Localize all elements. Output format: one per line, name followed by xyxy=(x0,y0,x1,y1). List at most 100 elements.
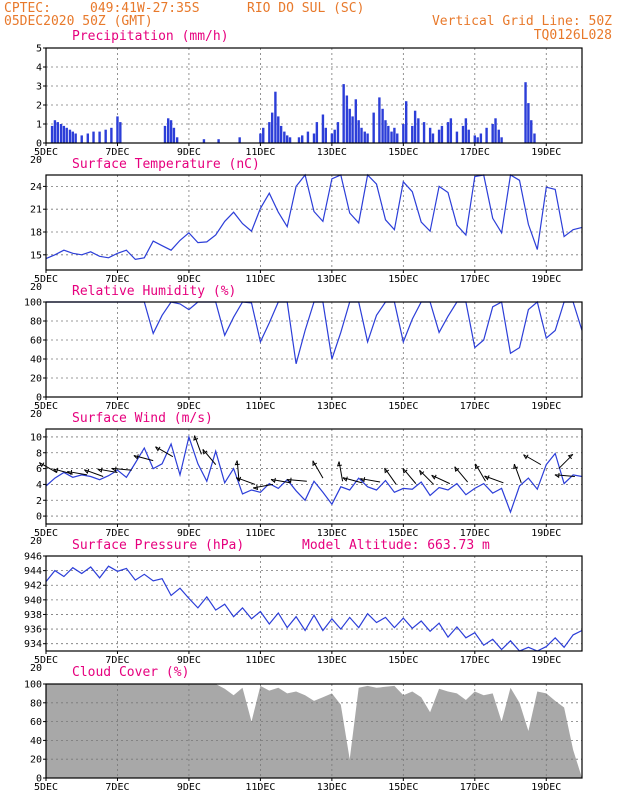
wind-vector xyxy=(133,454,154,462)
humidity-ytick-label: 80 xyxy=(30,317,42,328)
pressure-model-altitude: Model Altitude: 663.73 m xyxy=(302,538,490,553)
wind-line xyxy=(45,434,583,514)
pressure-xtick-label: 13DEC xyxy=(317,655,347,666)
precipitation-ytick-label: 1 xyxy=(36,120,42,131)
precipitation-bar xyxy=(446,122,450,143)
precipitation-bar xyxy=(336,122,340,143)
precipitation-bar xyxy=(351,116,354,143)
precipitation-xtick-label: 13DEC xyxy=(317,147,347,158)
precipitation-yticks: 0 1 2 3 4 5 xyxy=(36,44,46,150)
precipitation-bar xyxy=(324,127,327,143)
wind-vector xyxy=(558,453,574,469)
wind-vector-shaft xyxy=(384,467,397,485)
precipitation-bar xyxy=(345,95,349,143)
pressure-xtick-label: 17DEC xyxy=(460,655,490,666)
wind-vector-shaft xyxy=(513,463,522,484)
precipitation-bar xyxy=(530,120,533,143)
humidity-yticks: 0 20 40 60 80 100 xyxy=(24,298,46,404)
wind-vector-shaft xyxy=(419,469,435,485)
pressure-xtick-label: 11DEC xyxy=(245,655,275,666)
precipitation-bar xyxy=(497,129,500,143)
wind-ytick-label: 4 xyxy=(36,480,42,491)
precipitation-bar xyxy=(175,137,179,143)
precipitation-bar xyxy=(464,118,468,143)
precipitation-bar xyxy=(440,125,444,143)
precipitation-bar xyxy=(330,133,334,143)
temperature-ytick-label: 15 xyxy=(30,250,42,261)
pressure-ytick-label: 942 xyxy=(24,581,42,592)
precipitation-bar xyxy=(163,125,167,143)
wind-panel: Surface Wind (m/s) 0 2 4 6 8 10 5DEC 7DEC 9DEC 1… xyxy=(30,411,583,547)
pressure-frame xyxy=(45,555,583,652)
wind-vector-shaft xyxy=(475,463,486,482)
wind-vector-head xyxy=(360,477,366,483)
precipitation-bar xyxy=(491,124,494,143)
precipitation-ytick-label: 5 xyxy=(36,44,42,55)
wind-vector xyxy=(475,463,486,482)
precipitation-bar xyxy=(527,103,530,143)
precipitation-bar xyxy=(119,122,122,143)
temperature-xtick-label: 5DEC xyxy=(34,274,58,285)
precipitation-bar xyxy=(268,122,271,143)
precipitation-bar xyxy=(500,137,503,143)
header-location: RIO DO SUL (SC) xyxy=(247,1,364,16)
pressure-xticks: 5DEC 7DEC 9DEC 11DEC 13DEC 15DEC 17DEC 19DEC xyxy=(34,651,561,666)
temperature-ytick-label: 24 xyxy=(30,182,42,193)
wind-vector xyxy=(360,477,381,483)
pressure-ytick-label: 938 xyxy=(24,610,42,621)
precipitation-bar xyxy=(390,131,393,143)
precipitation-bar xyxy=(92,131,95,143)
precipitation-bar xyxy=(217,139,220,143)
header-source: CPTEC: xyxy=(4,1,51,16)
humidity-ytick-label: 20 xyxy=(30,374,42,385)
wind-vector-shaft xyxy=(554,474,575,477)
temperature-ytick-label: 18 xyxy=(30,228,42,239)
wind-vector-head xyxy=(567,453,574,460)
wind-vector xyxy=(97,467,118,474)
precipitation-bar xyxy=(172,127,176,143)
cloud-cover-ytick-label: 100 xyxy=(24,680,42,691)
precipitation-xtick-label: 15DEC xyxy=(388,147,418,158)
wind-vector xyxy=(554,472,575,479)
temperature-frame xyxy=(45,174,583,271)
wind-vector xyxy=(342,476,363,484)
humidity-xtick-label: 11DEC xyxy=(245,401,275,412)
wind-vector-head xyxy=(402,468,408,474)
precipitation-xtick-label: 9DEC xyxy=(177,147,201,158)
cloud-cover-xtick-label: 15DEC xyxy=(388,782,418,793)
temperature-xtick-label: 13DEC xyxy=(317,274,347,285)
cloud-cover-ytick-label: 80 xyxy=(30,698,42,709)
precipitation-bar xyxy=(494,118,497,143)
pressure-xtick-label: 7DEC xyxy=(105,655,129,666)
wind-vector-shaft xyxy=(111,467,132,471)
cloud-cover-xtick-label: 7DEC xyxy=(105,782,129,793)
wind-vector-head xyxy=(193,435,199,441)
temperature-xtick-label: 17DEC xyxy=(460,274,490,285)
wind-vector xyxy=(484,475,504,484)
wind-vector-head xyxy=(513,463,518,470)
wind-ytick-label: 2 xyxy=(36,496,42,507)
precipitation-bar xyxy=(312,133,316,143)
wind-vector-head xyxy=(554,472,560,479)
temperature-xticks: 5DEC 7DEC 9DEC 11DEC 13DEC 15DEC 17DEC 19DEC xyxy=(34,270,561,285)
wind-vector-shaft xyxy=(270,478,291,484)
wind-vector xyxy=(513,463,522,484)
humidity-xtick-label: 9DEC xyxy=(177,401,201,412)
precipitation-bar xyxy=(372,112,375,143)
precipitation-bar xyxy=(110,127,113,143)
wind-vector-head xyxy=(384,467,390,474)
wind-vector-shaft xyxy=(431,474,450,485)
wind-vector-shaft xyxy=(312,460,324,479)
precipitation-bar xyxy=(167,118,170,143)
precipitation-ytick-label: 2 xyxy=(36,101,42,112)
cloud-cover-area xyxy=(46,684,582,778)
wind-vector xyxy=(286,477,307,483)
pressure-ytick-label: 944 xyxy=(24,566,42,577)
precipitation-bar xyxy=(417,118,420,143)
precipitation-ytick-label: 0 xyxy=(36,139,42,150)
wind-vector-head xyxy=(84,468,90,475)
precipitation-bar xyxy=(56,122,59,143)
humidity-title: Relative Humidity (%) xyxy=(72,284,236,299)
temperature-line xyxy=(45,173,583,261)
pressure-line xyxy=(45,565,583,652)
